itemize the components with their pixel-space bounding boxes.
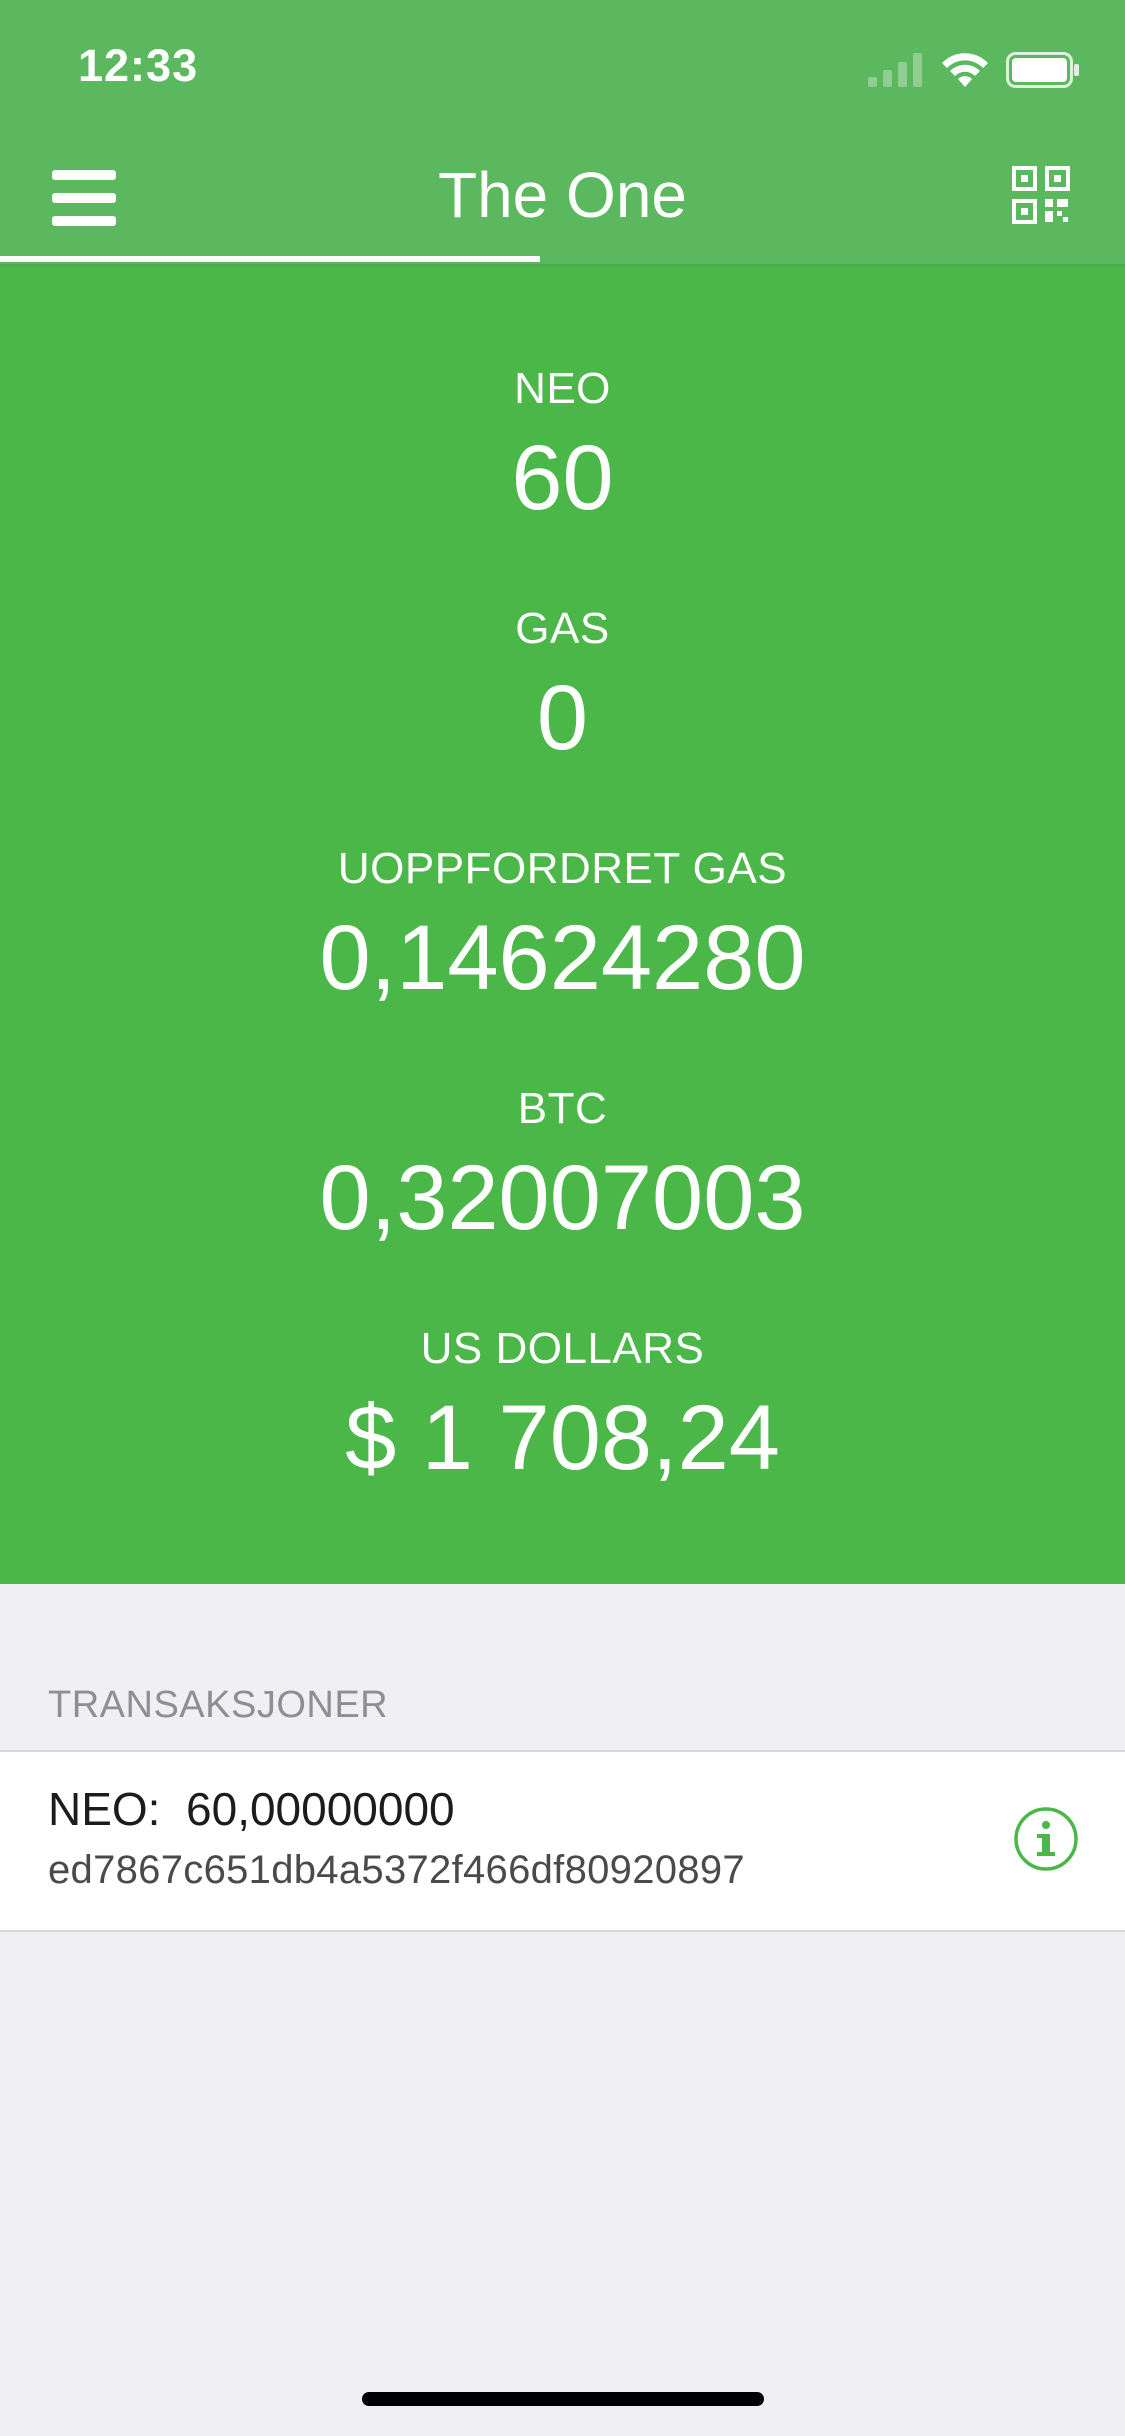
unclaimed-gas-label: UOPPFORDRET GAS [337,844,788,893]
usd-value: $ 1 708,24 [345,1387,780,1489]
transaction-row[interactable]: NEO: 60,00000000 ed7867c651db4a5372f466d… [0,1750,1125,1932]
info-icon [1014,1807,1078,1871]
hamburger-menu-icon [52,170,116,226]
top-bar: 12:33 [0,0,1125,266]
transaction-amount-value: 60,00000000 [186,1783,455,1835]
neo-label: NEO [514,364,611,413]
status-time: 12:33 [78,40,199,91]
qr-scan-button[interactable] [1012,166,1070,224]
signal-icon [868,53,922,87]
menu-button[interactable] [52,170,116,226]
neo-value: 60 [511,427,614,529]
transactions-header: TRANSAKSJONER [48,1684,389,1726]
btc-label: BTC [517,1084,608,1133]
transaction-asset: NEO: [48,1783,161,1835]
page-title: The One [437,159,688,231]
usd-label: US DOLLARS [420,1324,705,1373]
home-indicator[interactable] [362,2392,764,2406]
transaction-hash: ed7867c651db4a5372f466df80920897 [48,1848,745,1892]
status-icons [868,50,1080,90]
wifi-icon [942,53,988,87]
qr-code-icon [1012,166,1070,224]
balance-panel: NEO 60 GAS 0 UOPPFORDRET GAS 0,14624280 … [0,266,1125,1584]
transaction-amount: NEO: 60,00000000 [48,1782,455,1836]
gas-value: 0 [536,667,589,769]
tab-indicator [0,256,540,262]
btc-value: 0,32007003 [319,1147,806,1249]
unclaimed-gas-value: 0,14624280 [319,907,806,1009]
battery-icon [1006,52,1079,88]
gas-label: GAS [515,604,610,653]
transaction-info-button[interactable] [1013,1806,1079,1872]
nav-divider [0,264,1125,266]
